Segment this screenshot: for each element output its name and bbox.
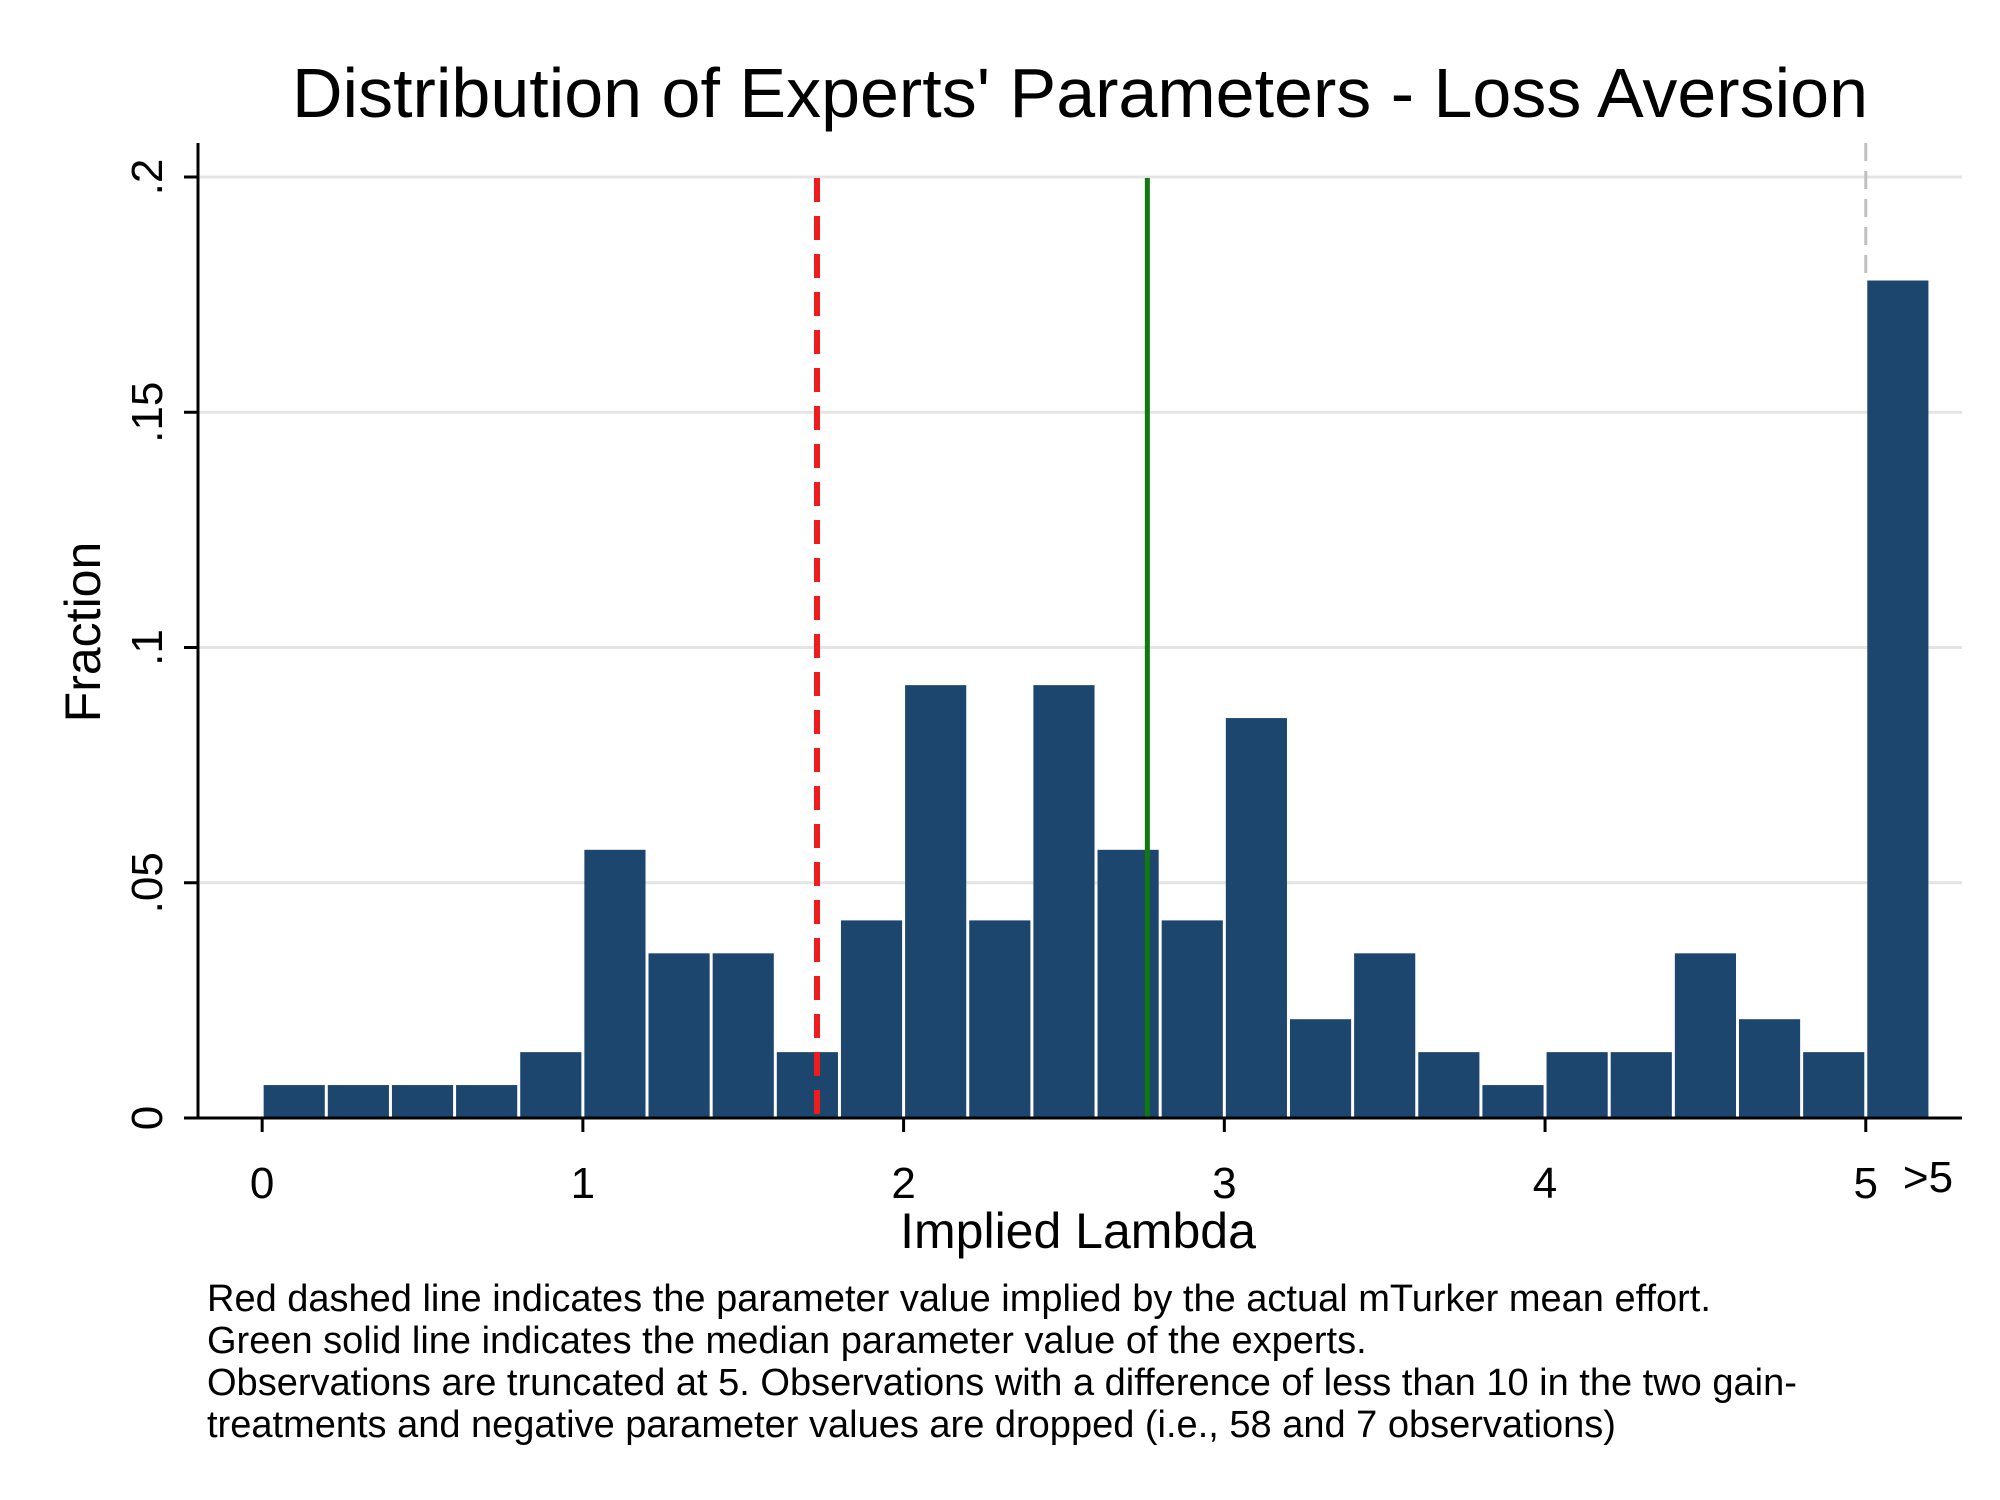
x-tick-label: 0: [250, 1159, 274, 1208]
histogram-bar: [1289, 1019, 1352, 1118]
bars: [263, 280, 1929, 1118]
y-tick-label: 0: [123, 1106, 172, 1130]
histogram-bar: [1546, 1052, 1608, 1118]
x-tick-label: 1: [571, 1159, 595, 1208]
histogram-bar: [1225, 718, 1287, 1118]
x-tick-label: 2: [891, 1159, 915, 1208]
x-tick-label: 5: [1854, 1159, 1878, 1208]
histogram-bar: [1738, 1019, 1801, 1118]
histogram-bar: [1418, 1052, 1480, 1118]
histogram-bar: [1610, 1052, 1672, 1118]
histogram-bar: [263, 1085, 325, 1118]
y-tick-label: .2: [123, 159, 172, 196]
x-axis-title: Implied Lambda: [900, 1203, 1256, 1259]
x-overflow-label: >5: [1903, 1153, 1953, 1202]
note-line-1: Red dashed line indicates the parameter …: [207, 1278, 1711, 1320]
histogram-bar: [1674, 953, 1736, 1118]
y-axis-ticks: 0 .05 .1 .15 .2: [123, 159, 198, 1130]
y-tick-label: .1: [123, 629, 172, 666]
histogram-bar: [584, 849, 646, 1118]
x-axis-ticks: 0 1 2 3 4 5: [250, 1118, 1878, 1208]
y-tick-label: .15: [123, 382, 172, 443]
histogram-bar: [1033, 685, 1095, 1118]
histogram-bar: [1482, 1085, 1544, 1118]
histogram-bar: [1354, 953, 1416, 1118]
chart-title: Distribution of Experts' Parameters - Lo…: [292, 54, 1868, 132]
histogram-bar: [327, 1085, 389, 1118]
histogram-bar: [648, 953, 710, 1118]
histogram-bar: [1803, 1052, 1865, 1118]
histogram-bar: [905, 685, 967, 1118]
histogram-bar: [840, 920, 903, 1118]
x-tick-label: 4: [1533, 1159, 1557, 1208]
histogram-bar: [391, 1085, 454, 1118]
histogram-bar: [776, 1052, 838, 1118]
y-axis-title: Fraction: [55, 542, 111, 723]
histogram-bar: [969, 920, 1031, 1118]
histogram-bar: [1161, 920, 1223, 1118]
histogram-bar: [1867, 280, 1929, 1118]
histogram-bar: [712, 953, 774, 1118]
note-line-3: Observations are truncated at 5. Observa…: [207, 1362, 1797, 1404]
note-line-2: Green solid line indicates the median pa…: [207, 1320, 1367, 1362]
histogram-bar: [520, 1052, 582, 1118]
note-line-4: treatments and negative parameter values…: [207, 1404, 1616, 1446]
x-tick-label: 3: [1212, 1159, 1236, 1208]
y-tick-label: .05: [123, 852, 172, 913]
histogram-bar: [456, 1085, 518, 1118]
reference-lines: [814, 143, 1868, 1118]
